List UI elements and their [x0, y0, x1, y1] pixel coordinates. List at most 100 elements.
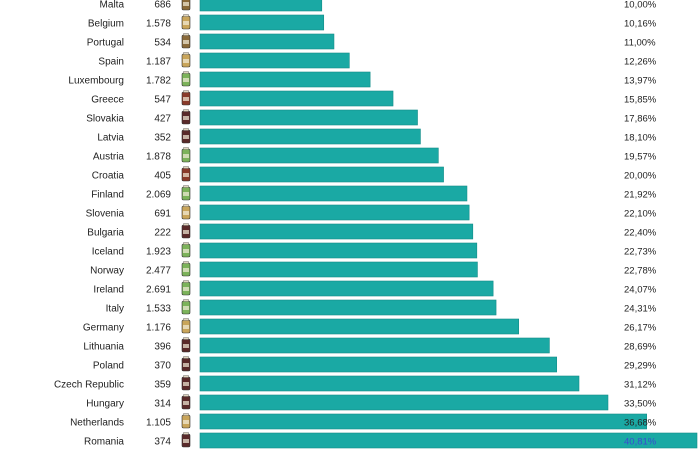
- bottle-icon: [181, 204, 191, 220]
- bottle-icon: [181, 356, 191, 372]
- chart-row: Portugal 534 11,00%: [87, 33, 656, 50]
- value-label: 31,12%: [624, 380, 657, 391]
- count-label: 1.176: [146, 323, 171, 334]
- bottle-icon: [181, 90, 191, 106]
- value-label: 19,57%: [624, 152, 657, 163]
- bar: [199, 261, 478, 278]
- chart-row: Greece 547 15,85%: [91, 90, 657, 107]
- chart-row: Lithuania 396 28,69%: [83, 337, 657, 354]
- bar: [199, 280, 494, 297]
- count-label: 1.187: [146, 57, 171, 68]
- count-label: 1.923: [146, 247, 171, 258]
- count-label: 374: [154, 437, 171, 448]
- chart-row: Latvia 352 18,10%: [97, 128, 657, 145]
- category-label: Portugal: [87, 38, 124, 49]
- chart-row: Italy 1.533 24,31%: [106, 299, 657, 316]
- category-label: Italy: [106, 304, 124, 315]
- bottle-icon: [181, 52, 191, 68]
- bar: [199, 375, 580, 392]
- chart-row: Bulgaria 222 22,40%: [87, 223, 657, 240]
- category-label: Belgium: [88, 19, 124, 30]
- chart-row: Croatia 405 20,00%: [92, 166, 657, 183]
- chart-row: Ireland 2.691 24,07%: [93, 280, 657, 297]
- count-label: 396: [154, 342, 171, 353]
- bottle-icon: [181, 394, 191, 410]
- rows-layer: Malta 686 10,00% Belgium 1.578 10,16% Portugal…: [54, 0, 698, 449]
- category-label: Slovakia: [86, 114, 124, 125]
- value-label: 40,81%: [624, 437, 657, 448]
- bar: [199, 14, 325, 31]
- bottle-icon: [181, 318, 191, 334]
- value-label: 18,10%: [624, 133, 657, 144]
- value-label: 13,97%: [624, 76, 657, 87]
- bottle-icon: [181, 261, 191, 277]
- chart-row: Slovakia 427 17,86%: [86, 109, 657, 126]
- chart-row: Norway 2.477 22,78%: [90, 261, 657, 278]
- category-label: Slovenia: [86, 209, 125, 220]
- count-label: 2.477: [146, 266, 171, 277]
- bar: [199, 223, 474, 240]
- bottle-icon: [181, 128, 191, 144]
- bar: [199, 356, 558, 373]
- count-label: 352: [154, 133, 171, 144]
- bar: [199, 71, 371, 88]
- bar: [199, 242, 478, 259]
- category-label: Poland: [93, 361, 124, 372]
- bottle-icon: [181, 432, 191, 448]
- count-label: 534: [154, 38, 171, 49]
- chart-row: Czech Republic 359 31,12%: [54, 375, 657, 392]
- chart-row: Germany 1.176 26,17%: [83, 318, 657, 335]
- chart-row: Finland 2.069 21,92%: [91, 185, 657, 202]
- value-label: 12,26%: [624, 57, 657, 68]
- count-label: 370: [154, 361, 171, 372]
- category-label: Iceland: [92, 247, 124, 258]
- category-label: Luxembourg: [68, 76, 124, 87]
- bar: [199, 52, 350, 69]
- value-label: 15,85%: [624, 95, 657, 106]
- bar: [199, 318, 520, 335]
- chart-row: Austria 1.878 19,57%: [93, 147, 657, 164]
- bottle-icon: [181, 0, 191, 11]
- bottle-icon: [181, 33, 191, 49]
- category-label: Germany: [83, 323, 124, 334]
- bar: [199, 204, 470, 221]
- value-label: 26,17%: [624, 323, 657, 334]
- category-label: Netherlands: [70, 418, 124, 429]
- bar: [199, 185, 468, 202]
- bottle-icon: [181, 299, 191, 315]
- category-label: Croatia: [92, 171, 125, 182]
- category-label: Lithuania: [83, 342, 124, 353]
- bottle-icon: [181, 185, 191, 201]
- value-label: 22,10%: [624, 209, 657, 220]
- chart-row: Spain 1.187 12,26%: [98, 52, 657, 69]
- category-label: Latvia: [97, 133, 124, 144]
- category-label: Czech Republic: [54, 380, 124, 391]
- value-label: 24,07%: [624, 285, 657, 296]
- bar: [199, 90, 394, 107]
- category-label: Bulgaria: [87, 228, 124, 239]
- bar: [199, 166, 444, 183]
- bar: [199, 128, 421, 145]
- value-label: 22,78%: [624, 266, 657, 277]
- category-label: Hungary: [86, 399, 124, 410]
- bar: [199, 0, 323, 12]
- value-label: 24,31%: [624, 304, 657, 315]
- count-label: 1.782: [146, 76, 171, 87]
- count-label: 222: [154, 228, 171, 239]
- chart-row: Netherlands 1.105 36,68%: [70, 413, 657, 430]
- bar: [199, 109, 418, 126]
- bottle-icon: [181, 71, 191, 87]
- value-label: 11,00%: [624, 38, 656, 49]
- value-label: 33,50%: [624, 399, 657, 410]
- bar: [199, 299, 497, 316]
- bar: [199, 147, 439, 164]
- bottle-icon: [181, 375, 191, 391]
- chart-row: Slovenia 691 22,10%: [86, 204, 657, 221]
- chart-row: Poland 370 29,29%: [93, 356, 657, 373]
- chart-row: Romania 374 40,81%: [84, 432, 698, 449]
- value-label: 21,92%: [624, 190, 657, 201]
- category-label: Malta: [100, 0, 125, 11]
- bar: [199, 413, 648, 430]
